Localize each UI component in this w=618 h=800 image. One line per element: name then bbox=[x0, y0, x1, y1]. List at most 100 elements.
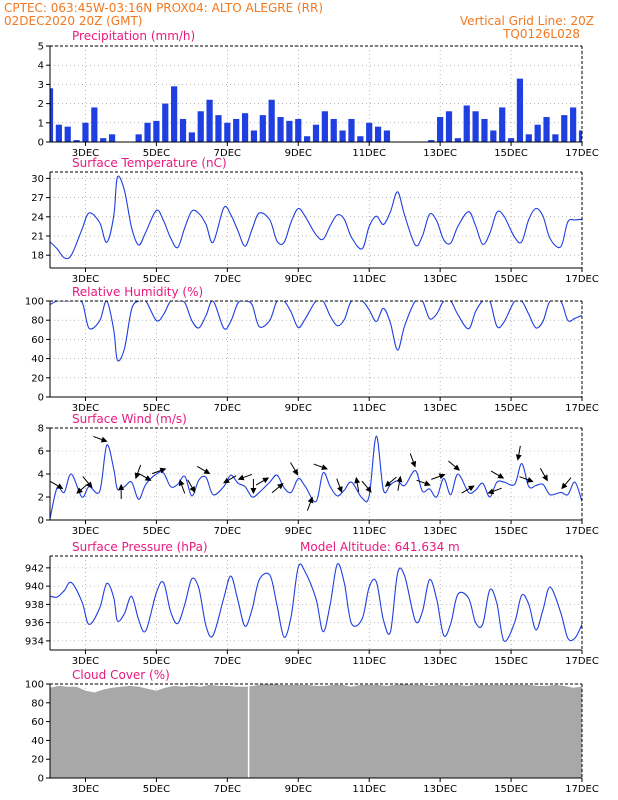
x-tick-label: 5DEC bbox=[143, 526, 170, 537]
y-tick-label: 0 bbox=[38, 774, 44, 785]
wind-arrow-head bbox=[178, 479, 185, 487]
x-tick-label: 5DEC bbox=[143, 274, 170, 285]
plot-area bbox=[50, 78, 582, 142]
x-tick-label: 13DEC bbox=[423, 403, 457, 414]
precip-bar bbox=[224, 122, 231, 142]
wind-arrow-head bbox=[159, 467, 167, 474]
plot-area bbox=[50, 435, 582, 520]
x-tick-label: 3DEC bbox=[72, 274, 99, 285]
precip-bar bbox=[55, 124, 62, 142]
plot-area bbox=[50, 684, 582, 778]
y-tick-label: 936 bbox=[25, 618, 44, 629]
x-tick-label: 13DEC bbox=[423, 656, 457, 667]
x-tick-label: 15DEC bbox=[494, 526, 528, 537]
panel-6: 0 20 40 60 80 100 3DEC 5DEC 7DEC 9DEC 11DEC 13DEC 15… bbox=[25, 668, 599, 795]
grid-lines bbox=[50, 556, 583, 650]
wind-arrow-head bbox=[144, 475, 152, 481]
y-tick-label: 80 bbox=[31, 316, 44, 327]
x-tick-label: 11DEC bbox=[352, 784, 386, 795]
precip-bar bbox=[91, 107, 98, 142]
grid-lines bbox=[50, 427, 583, 520]
precip-bar bbox=[144, 122, 151, 142]
x-tick-label: 17DEC bbox=[565, 403, 599, 414]
precip-bar bbox=[428, 140, 435, 142]
panel-title: Surface Temperature (nC) bbox=[72, 156, 227, 170]
precip-bar bbox=[171, 86, 178, 142]
panel-title: Surface Wind (m/s) bbox=[72, 412, 187, 426]
precip-bar bbox=[570, 107, 577, 142]
x-tick-label: 17DEC bbox=[565, 526, 599, 537]
wind-arrow-head bbox=[487, 488, 495, 495]
precip-bar bbox=[507, 138, 515, 142]
wind-arrow-head bbox=[292, 468, 299, 476]
x-tick-label: 3DEC bbox=[72, 403, 99, 414]
wind-arrow-head bbox=[515, 454, 522, 461]
wind-arrow-head bbox=[223, 477, 230, 484]
wind-arrow-head bbox=[321, 464, 328, 470]
precip-bar bbox=[366, 122, 373, 142]
x-tick-label: 13DEC bbox=[423, 784, 457, 795]
panel-title: Cloud Cover (%) bbox=[72, 668, 170, 682]
x-tick-label: 15DEC bbox=[494, 784, 528, 795]
series-line bbox=[50, 175, 582, 260]
precip-bar bbox=[472, 111, 479, 142]
wind-arrow-head bbox=[337, 486, 343, 493]
precip-bar bbox=[578, 130, 582, 142]
wind-vectors bbox=[50, 435, 572, 511]
header-model-id: TQ0126L028 bbox=[502, 27, 580, 41]
panel-title: Precipitation (mm/h) bbox=[72, 29, 195, 43]
wind-arrow-head bbox=[410, 460, 417, 468]
wind-arrow-head bbox=[118, 483, 125, 490]
wind-arrow-head bbox=[526, 476, 534, 483]
precip-bar bbox=[534, 124, 541, 142]
x-tick-label: 5DEC bbox=[143, 403, 170, 414]
x-tick-label: 7DEC bbox=[214, 526, 241, 537]
precip-bar bbox=[135, 134, 142, 142]
x-tick-label: 15DEC bbox=[494, 403, 528, 414]
y-tick-label: 40 bbox=[31, 736, 44, 747]
precip-bar bbox=[188, 132, 195, 142]
x-tick-label: 7DEC bbox=[214, 656, 241, 667]
precip-bar bbox=[463, 105, 470, 142]
series-line bbox=[50, 301, 582, 362]
precip-bar bbox=[445, 111, 453, 142]
x-tick-label: 7DEC bbox=[214, 403, 241, 414]
y-tick-label: 80 bbox=[31, 698, 44, 709]
y-tick-label: 40 bbox=[31, 354, 44, 365]
y-tick-label: 100 bbox=[25, 680, 44, 691]
x-tick-label: 17DEC bbox=[565, 274, 599, 285]
precip-bar bbox=[250, 130, 258, 142]
panel-4: 0 2 4 6 8 3DEC 5DEC 7DEC 9DEC 11DEC 13DEC 15DEC 17DE… bbox=[38, 412, 599, 537]
panel-title: Relative Humidity (%) bbox=[72, 285, 203, 299]
wind-arrow-head bbox=[468, 485, 475, 492]
x-tick-label: 15DEC bbox=[494, 148, 528, 159]
x-tick-label: 5DEC bbox=[143, 784, 170, 795]
wind-arrow-head bbox=[56, 483, 64, 489]
precip-bar bbox=[153, 120, 160, 142]
precip-bar bbox=[206, 99, 213, 142]
precip-bar bbox=[499, 107, 506, 142]
precip-bar bbox=[561, 115, 568, 142]
x-tick-label: 9DEC bbox=[285, 656, 312, 667]
precip-bar bbox=[348, 118, 355, 142]
x-tick-label: 13DEC bbox=[423, 274, 457, 285]
x-tick-label: 3DEC bbox=[72, 148, 99, 159]
y-tick-label: 27 bbox=[31, 193, 44, 204]
precip-bar bbox=[357, 136, 364, 142]
precip-bar bbox=[312, 124, 320, 142]
x-tick-label: 7DEC bbox=[214, 274, 241, 285]
x-tick-label: 17DEC bbox=[565, 656, 599, 667]
wind-arrow-head bbox=[237, 474, 245, 481]
precip-bar bbox=[64, 126, 71, 142]
y-tick-label: 20 bbox=[31, 373, 44, 384]
precip-bar bbox=[197, 111, 204, 142]
precip-bar bbox=[233, 118, 240, 142]
series-line bbox=[50, 435, 582, 520]
header-run-time: 02DEC2020 20Z (GMT) bbox=[4, 14, 142, 28]
precip-bar bbox=[437, 117, 444, 142]
precip-bar bbox=[215, 115, 222, 142]
y-tick-label: 20 bbox=[31, 755, 44, 766]
y-tick-label: 4 bbox=[38, 61, 44, 72]
wind-arrow-head bbox=[262, 477, 270, 484]
x-tick-label: 5DEC bbox=[143, 656, 170, 667]
